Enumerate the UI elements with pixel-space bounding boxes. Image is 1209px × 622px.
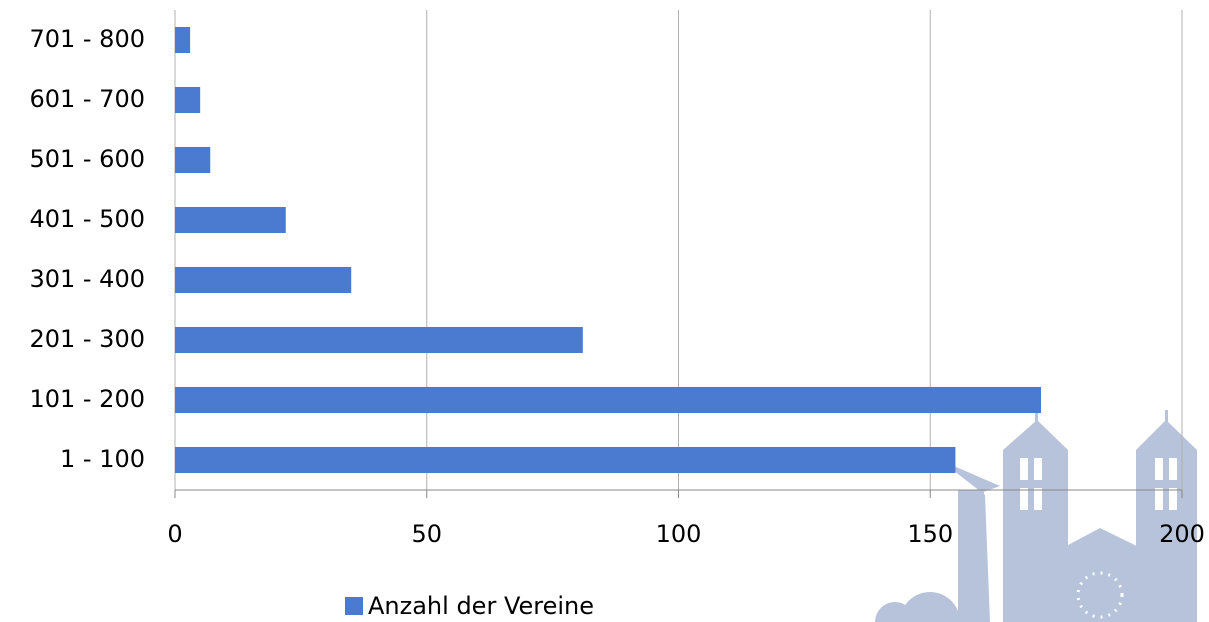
y-tick-label: 101 - 200 [29, 385, 145, 413]
x-tick-label: 200 [1159, 520, 1205, 548]
y-tick-label: 1 - 100 [60, 445, 145, 473]
bar [175, 147, 210, 173]
page: 0 50 100 150 200 1 - 100 101 - 200 201 - 300 301… [0, 0, 1209, 622]
chart: 0 50 100 150 200 1 - 100 101 - 200 201 - 300 301… [0, 0, 1209, 622]
bar [175, 387, 1041, 413]
legend-swatch [345, 597, 363, 615]
bar [175, 87, 200, 113]
y-tick-label: 501 - 600 [29, 145, 145, 173]
bar [175, 27, 190, 53]
x-tick-label: 0 [167, 520, 182, 548]
bar [175, 447, 955, 473]
y-tick-label: 601 - 700 [29, 85, 145, 113]
bar [175, 207, 286, 233]
x-tick-label: 50 [411, 520, 442, 548]
watermark [875, 410, 1197, 622]
legend-label: Anzahl der Vereine [368, 592, 594, 620]
bar [175, 267, 351, 293]
y-tick-label: 201 - 300 [29, 325, 145, 353]
y-tick-label: 401 - 500 [29, 205, 145, 233]
y-tick-label: 701 - 800 [29, 25, 145, 53]
bar [175, 327, 583, 353]
y-tick-label: 301 - 400 [29, 265, 145, 293]
x-tick-label: 100 [656, 520, 702, 548]
x-tick-label: 150 [907, 520, 953, 548]
